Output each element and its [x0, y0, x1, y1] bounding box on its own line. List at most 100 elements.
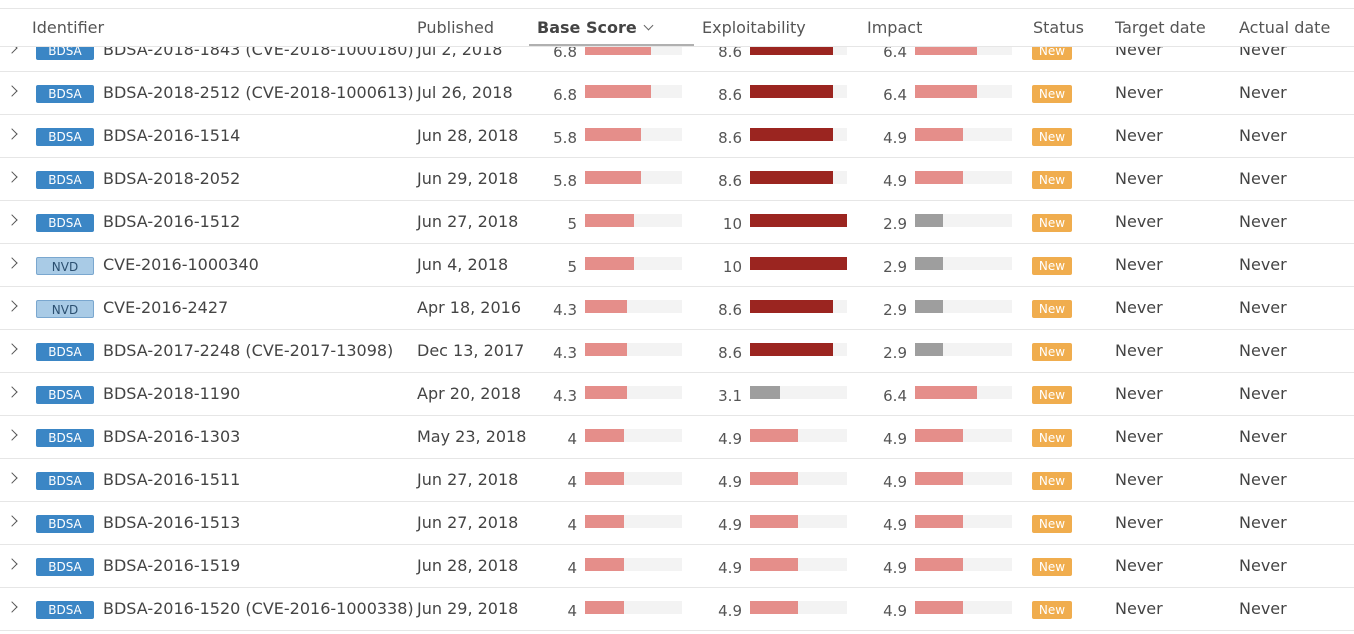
base-score-bar-fill [585, 343, 627, 356]
vulnerability-identifier[interactable]: BDSA-2016-1511 [103, 470, 241, 489]
vulnerability-identifier[interactable]: BDSA-2016-1513 [103, 513, 241, 532]
vulnerability-identifier[interactable]: BDSA-2016-1520 (CVE-2016-1000338) [103, 599, 414, 618]
base-score-bar-fill [585, 300, 627, 313]
table-row[interactable]: BDSA BDSA-2016-1513 Jun 27, 2018 4 4.9 4.9 New… [0, 502, 1354, 545]
impact-bar-fill [915, 128, 963, 141]
impact-bar [915, 472, 1012, 485]
exploitability-bar-fill [750, 214, 847, 227]
table-row[interactable]: BDSA BDSA-2016-1519 Jun 28, 2018 4 4.9 4.9 New… [0, 545, 1354, 588]
exploitability-value: 8.6 [718, 86, 742, 104]
vulnerability-identifier[interactable]: BDSA-2016-1519 [103, 556, 241, 575]
base-score-value: 4 [567, 430, 577, 448]
status-badge: New [1032, 515, 1072, 533]
table-row[interactable]: BDSA BDSA-2016-1514 Jun 28, 2018 5.8 8.6 4.9 N… [0, 115, 1354, 158]
exploitability-bar-fill [750, 85, 833, 98]
vulnerability-identifier[interactable]: BDSA-2016-1512 [103, 212, 241, 231]
source-badge: BDSA [36, 386, 94, 404]
vulnerability-identifier[interactable]: BDSA-2016-1303 [103, 427, 241, 446]
vulnerability-identifier[interactable]: BDSA-2018-2512 (CVE-2018-1000613) [103, 83, 414, 102]
column-header-exploitability[interactable]: Exploitability [702, 18, 806, 37]
table-row[interactable]: BDSA BDSA-2016-1511 Jun 27, 2018 4 4.9 4.9 New… [0, 459, 1354, 502]
exploitability-bar-fill [750, 171, 833, 184]
chevron-right-icon[interactable] [6, 386, 18, 398]
column-header-actual-date[interactable]: Actual date [1239, 18, 1331, 37]
published-date: Dec 13, 2017 [417, 341, 525, 360]
exploitability-bar [750, 558, 847, 571]
column-header-identifier[interactable]: Identifier [32, 18, 105, 37]
base-score-bar-fill [585, 128, 641, 141]
impact-bar [915, 386, 1012, 399]
chevron-right-icon[interactable] [6, 214, 18, 226]
exploitability-bar [750, 128, 847, 141]
chevron-right-icon[interactable] [6, 601, 18, 613]
vulnerability-identifier[interactable]: BDSA-2016-1514 [103, 126, 241, 145]
base-score-bar [585, 386, 682, 399]
column-header-status[interactable]: Status [1033, 18, 1084, 37]
impact-value: 2.9 [883, 258, 907, 276]
chevron-right-icon[interactable] [6, 558, 18, 570]
base-score-value: 5 [567, 258, 577, 276]
table-row[interactable]: BDSA BDSA-2018-1190 Apr 20, 2018 4.3 3.1 6.4 N… [0, 373, 1354, 416]
table-row[interactable]: NVD CVE-2016-2427 Apr 18, 2016 4.3 8.6 2.9 New… [0, 287, 1354, 330]
published-date: Jun 29, 2018 [417, 169, 519, 188]
chevron-right-icon[interactable] [6, 300, 18, 312]
column-header-base-score[interactable]: Base Score [537, 18, 654, 37]
vulnerability-identifier[interactable]: CVE-2016-2427 [103, 298, 229, 317]
base-score-bar [585, 558, 682, 571]
column-header-target-date[interactable]: Target date [1115, 18, 1206, 37]
chevron-right-icon[interactable] [6, 343, 18, 355]
base-score-bar-fill [585, 601, 624, 614]
table-row[interactable]: BDSA BDSA-2018-2052 Jun 29, 2018 5.8 8.6 4.9 N… [0, 158, 1354, 201]
base-score-value: 4.3 [553, 344, 577, 362]
table-row[interactable]: BDSA BDSA-2016-1520 (CVE-2016-1000338) Jun… [0, 588, 1354, 631]
base-score-value: 4 [567, 559, 577, 577]
table-row[interactable]: BDSA BDSA-2017-2248 (CVE-2017-13098) Dec 1… [0, 330, 1354, 373]
status-badge: New [1032, 386, 1072, 404]
published-date: Jun 27, 2018 [417, 513, 519, 532]
column-header-impact[interactable]: Impact [867, 18, 923, 37]
impact-value: 4.9 [883, 602, 907, 620]
actual-date: Never [1239, 83, 1287, 102]
impact-bar [915, 257, 1012, 270]
table-row[interactable]: BDSA BDSA-2016-1303 May 23, 2018 4 4.9 4.9 New… [0, 416, 1354, 459]
exploitability-value: 4.9 [718, 516, 742, 534]
base-score-bar [585, 257, 682, 270]
exploitability-bar [750, 85, 847, 98]
chevron-right-icon[interactable] [6, 515, 18, 527]
table-row[interactable]: NVD CVE-2016-1000340 Jun 4, 2018 5 10 2.9 New N… [0, 244, 1354, 287]
vulnerability-identifier[interactable]: BDSA-2017-2248 (CVE-2017-13098) [103, 341, 394, 360]
vulnerability-identifier[interactable]: BDSA-2018-2052 [103, 169, 241, 188]
source-badge: BDSA [36, 601, 94, 619]
table-row[interactable]: BDSA BDSA-2016-1512 Jun 27, 2018 5 10 2.9 New N… [0, 201, 1354, 244]
exploitability-value: 10 [722, 215, 742, 233]
exploitability-bar-fill [750, 515, 798, 528]
chevron-right-icon[interactable] [6, 128, 18, 140]
base-score-bar-fill [585, 558, 624, 571]
column-header-published[interactable]: Published [417, 18, 495, 37]
target-date: Never [1115, 556, 1163, 575]
base-score-value: 4 [567, 473, 577, 491]
table-row[interactable]: BDSA BDSA-2018-2512 (CVE-2018-1000613) Jul… [0, 72, 1354, 115]
status-badge: New [1032, 128, 1072, 146]
chevron-right-icon[interactable] [6, 171, 18, 183]
impact-bar [915, 558, 1012, 571]
source-badge: BDSA [36, 171, 94, 189]
base-score-value: 5 [567, 215, 577, 233]
impact-bar [915, 85, 1012, 98]
chevron-right-icon[interactable] [6, 257, 18, 269]
impact-bar [915, 128, 1012, 141]
base-score-bar-fill [585, 214, 634, 227]
actual-date: Never [1239, 341, 1287, 360]
base-score-bar-fill [585, 429, 624, 442]
chevron-right-icon[interactable] [6, 429, 18, 441]
exploitability-bar [750, 601, 847, 614]
exploitability-bar [750, 214, 847, 227]
chevron-right-icon[interactable] [6, 472, 18, 484]
base-score-value: 6.8 [553, 86, 577, 104]
impact-bar [915, 515, 1012, 528]
impact-bar-fill [915, 429, 963, 442]
vulnerability-identifier[interactable]: CVE-2016-1000340 [103, 255, 259, 274]
vulnerability-identifier[interactable]: BDSA-2018-1190 [103, 384, 241, 403]
actual-date: Never [1239, 427, 1287, 446]
chevron-right-icon[interactable] [6, 85, 18, 97]
